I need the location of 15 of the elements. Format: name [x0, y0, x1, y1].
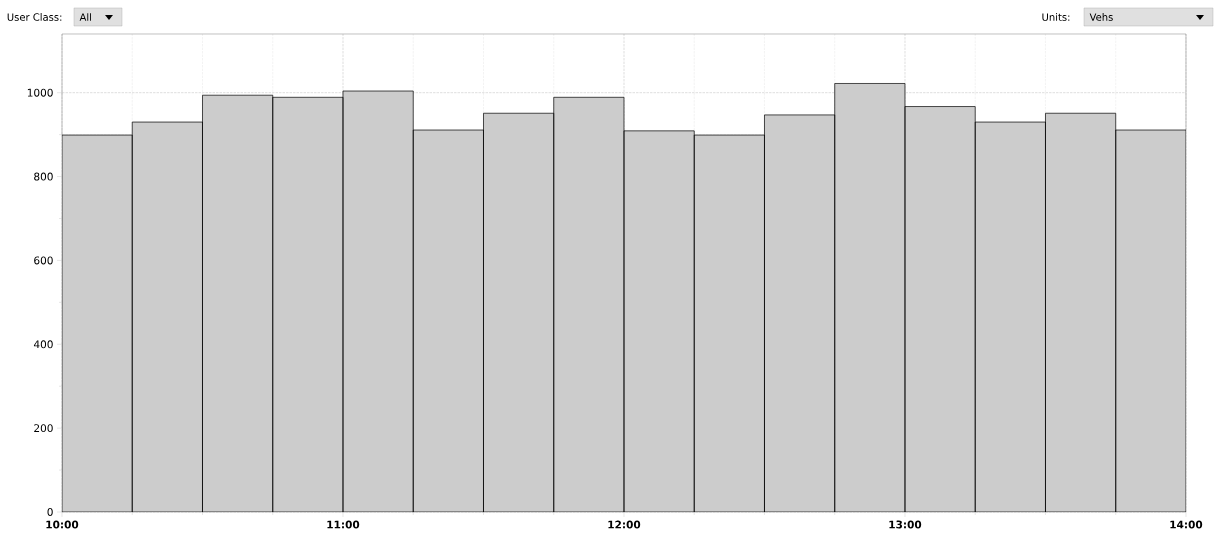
text: Units: [1042, 13, 1070, 21]
y-tick-label: 200 [34, 424, 53, 433]
text: Vehs [1089, 13, 1113, 21]
text: All [79, 13, 91, 21]
x-tick-label: 10:00 [46, 520, 79, 529]
y-tick-label: 800 [34, 172, 53, 181]
x-tick-label: 13:00 [889, 520, 922, 529]
y-tick-label: 400 [33, 340, 53, 349]
text: User Class: [7, 13, 62, 21]
y-tick-label: 0 [47, 508, 53, 516]
y-tick-label: 1000 [27, 88, 53, 97]
y-tick-label: 600 [34, 256, 53, 265]
x-tick-label: 14:00 [1170, 520, 1203, 529]
x-tick-label: 11:00 [327, 520, 360, 529]
x-tick-label: 12:00 [608, 520, 641, 529]
